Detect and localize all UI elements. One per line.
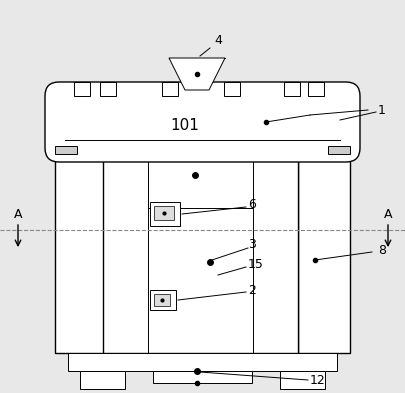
Text: 101: 101 bbox=[170, 118, 199, 132]
Bar bbox=[74, 82, 90, 96]
FancyBboxPatch shape bbox=[45, 82, 359, 162]
Bar bbox=[55, 148, 107, 353]
Text: 1: 1 bbox=[377, 103, 385, 116]
Text: 15: 15 bbox=[247, 259, 263, 272]
Polygon shape bbox=[168, 58, 224, 90]
Text: 8: 8 bbox=[377, 244, 385, 257]
Bar bbox=[100, 82, 116, 96]
Text: 6: 6 bbox=[247, 198, 255, 211]
Text: 2: 2 bbox=[247, 283, 255, 296]
Text: 4: 4 bbox=[213, 33, 222, 46]
Bar bbox=[153, 371, 252, 383]
Bar bbox=[153, 294, 170, 306]
Text: A: A bbox=[14, 208, 22, 220]
Text: 12: 12 bbox=[309, 373, 325, 386]
Bar bbox=[55, 146, 77, 154]
Bar bbox=[68, 353, 336, 371]
Bar bbox=[224, 82, 239, 96]
Bar bbox=[297, 148, 349, 353]
Text: A: A bbox=[383, 208, 391, 220]
Bar bbox=[149, 290, 175, 310]
Bar bbox=[153, 206, 174, 220]
Bar bbox=[149, 202, 179, 226]
Bar bbox=[103, 148, 297, 353]
Bar bbox=[327, 146, 349, 154]
Bar bbox=[307, 82, 323, 96]
Bar bbox=[279, 371, 324, 389]
Bar bbox=[148, 148, 252, 208]
Bar bbox=[162, 82, 177, 96]
Bar bbox=[284, 82, 299, 96]
Text: 3: 3 bbox=[247, 239, 255, 252]
Bar bbox=[80, 371, 125, 389]
